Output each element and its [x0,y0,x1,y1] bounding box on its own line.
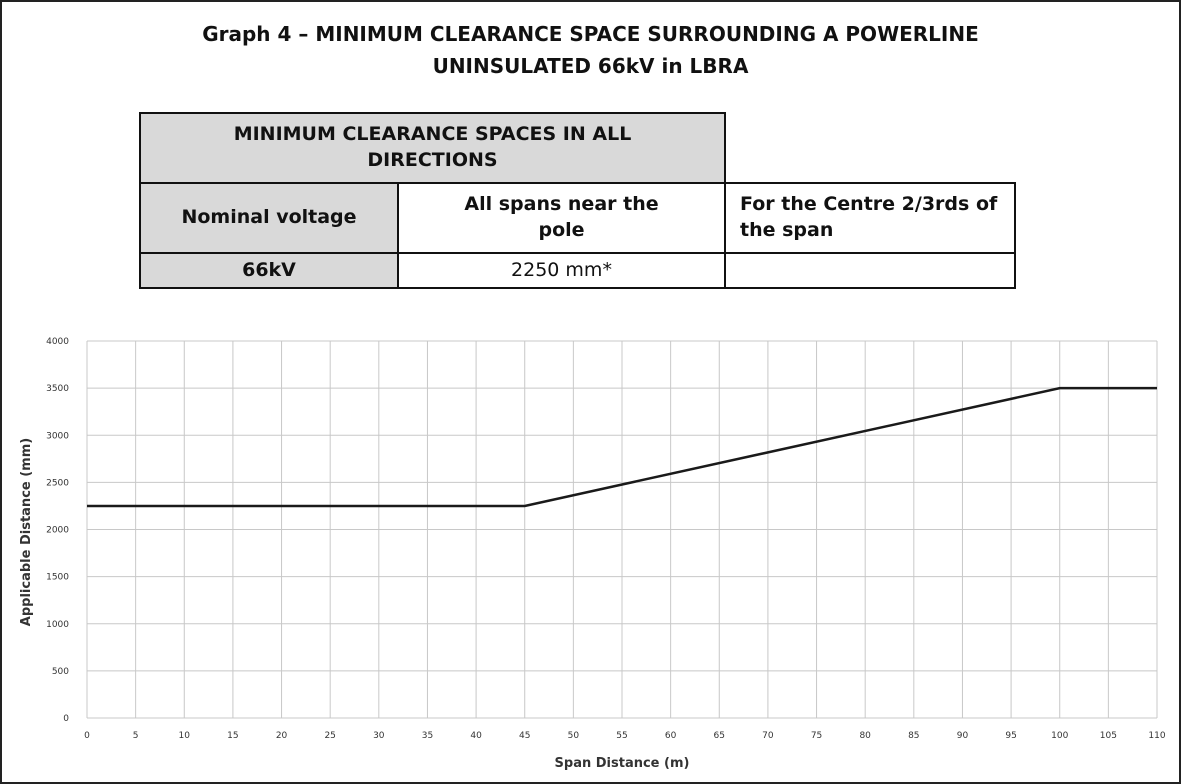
x-tick-label: 100 [1051,731,1068,741]
x-tick-label: 5 [133,731,139,741]
x-tick-label: 10 [179,731,191,741]
x-tick-label: 70 [762,731,774,741]
y-tick-label: 2000 [46,526,69,536]
x-axis-label: Span Distance (m) [555,756,690,771]
x-tick-label: 60 [665,731,677,741]
x-tick-label: 0 [84,731,90,741]
line [87,386,1157,508]
x-tick-label: 90 [957,731,969,741]
title-line: Graph 4 – MINIMUM CLEARANCE SPACE SURROU… [202,22,979,46]
y-tick-label: 1000 [46,620,69,630]
y-axis-label: Applicable Distance (mm) [19,438,34,626]
x-tick-label: 20 [276,731,288,741]
x-tick-label: 95 [1005,731,1016,741]
x-tick-label: 25 [324,731,335,741]
x-tick-label: 85 [908,731,919,741]
x-tick-label: 80 [859,731,871,741]
y-tick-label: 3500 [46,384,69,394]
x-tick-label: 45 [519,731,530,741]
y-tick-label: 1500 [46,573,69,583]
title-line: UNINSULATED 66kV in LBRA [432,54,749,78]
x-tick-label: 15 [227,731,238,741]
y-tick-label: 0 [63,714,69,724]
table-cell: 66kV [139,252,399,289]
y-tick-label: 3000 [46,431,69,441]
table-heading: MINIMUM CLEARANCE SPACES IN ALL DIRECTIO… [139,112,726,184]
x-tick-label: 55 [616,731,627,741]
x-tick-label: 105 [1100,731,1117,741]
x-tick-label: 65 [714,731,725,741]
x-tick-label: 30 [373,731,385,741]
table-cell [724,252,1016,289]
y-tick-label: 4000 [46,337,69,347]
x-tick-label: 110 [1148,731,1165,741]
y-tick-label: 2500 [46,478,69,488]
x-tick-label: 40 [470,731,482,741]
y-tick-label: 500 [52,667,69,677]
x-tick-label: 50 [568,731,580,741]
x-tick-label: 35 [422,731,433,741]
x-tick-label: 75 [811,731,822,741]
